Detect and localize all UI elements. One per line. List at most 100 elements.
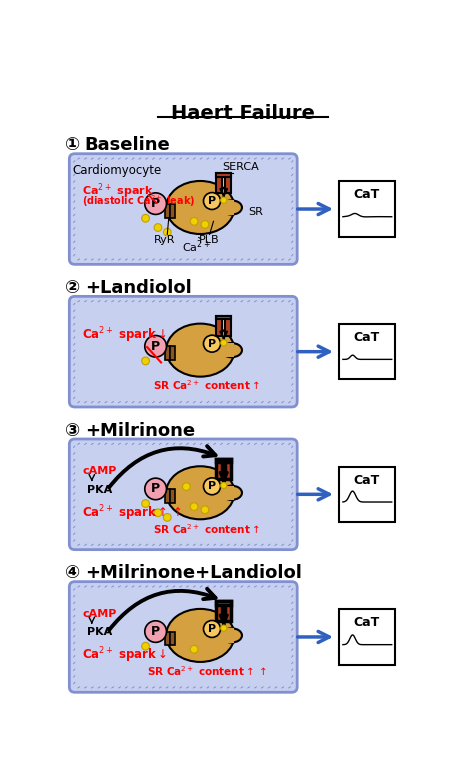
Ellipse shape bbox=[166, 181, 235, 234]
Bar bbox=[339, 182, 395, 236]
Bar bbox=[216, 601, 231, 604]
Text: PLB: PLB bbox=[199, 235, 220, 245]
Circle shape bbox=[203, 335, 220, 352]
Bar bbox=[216, 601, 222, 621]
Text: P: P bbox=[151, 340, 160, 353]
Text: Baseline: Baseline bbox=[85, 136, 171, 154]
Circle shape bbox=[204, 480, 212, 487]
Ellipse shape bbox=[166, 466, 235, 519]
Text: +Landiolol: +Landiolol bbox=[85, 279, 191, 297]
Bar bbox=[226, 601, 231, 621]
Text: CaT: CaT bbox=[354, 474, 380, 486]
FancyBboxPatch shape bbox=[69, 296, 297, 407]
Bar bbox=[216, 316, 231, 319]
Text: Ca$^{2+}$ spark: Ca$^{2+}$ spark bbox=[82, 181, 154, 200]
Text: Ca$^{2+}$ spark$\uparrow\uparrow$: Ca$^{2+}$ spark$\uparrow\uparrow$ bbox=[82, 503, 181, 522]
Circle shape bbox=[145, 335, 166, 357]
Circle shape bbox=[220, 482, 227, 489]
Text: P: P bbox=[208, 482, 216, 491]
Circle shape bbox=[203, 478, 220, 495]
Bar bbox=[170, 489, 175, 503]
Text: Ca$^{2+}$: Ca$^{2+}$ bbox=[182, 238, 211, 255]
Circle shape bbox=[201, 506, 209, 514]
Ellipse shape bbox=[221, 485, 242, 500]
Ellipse shape bbox=[221, 343, 242, 357]
Text: Ca$^{2+}$ spark$\downarrow$: Ca$^{2+}$ spark$\downarrow$ bbox=[82, 325, 167, 345]
Circle shape bbox=[142, 500, 149, 507]
Bar bbox=[226, 459, 231, 478]
Bar bbox=[170, 346, 175, 360]
Bar bbox=[165, 346, 170, 360]
Ellipse shape bbox=[221, 200, 242, 215]
Text: Haert Failure: Haert Failure bbox=[171, 104, 315, 123]
Bar bbox=[165, 632, 170, 645]
Circle shape bbox=[164, 229, 171, 236]
Bar bbox=[165, 204, 170, 218]
Ellipse shape bbox=[166, 323, 235, 377]
Circle shape bbox=[220, 197, 227, 204]
Circle shape bbox=[142, 642, 149, 650]
Text: P: P bbox=[151, 197, 160, 210]
Bar bbox=[339, 324, 395, 380]
Bar bbox=[216, 173, 222, 193]
Text: P: P bbox=[151, 625, 160, 638]
Text: Ca$^{2+}$ spark$\downarrow$: Ca$^{2+}$ spark$\downarrow$ bbox=[82, 646, 167, 666]
FancyBboxPatch shape bbox=[69, 582, 297, 692]
Circle shape bbox=[145, 621, 166, 642]
Circle shape bbox=[190, 645, 198, 653]
Text: +Milrinone+Landiolol: +Milrinone+Landiolol bbox=[85, 565, 301, 583]
Circle shape bbox=[146, 629, 153, 637]
Bar bbox=[226, 173, 231, 193]
Text: (diastolic Ca$^{2+}$ leak): (diastolic Ca$^{2+}$ leak) bbox=[82, 193, 195, 209]
Circle shape bbox=[142, 215, 149, 222]
Text: SR Ca$^{2+}$ content$\uparrow$: SR Ca$^{2+}$ content$\uparrow$ bbox=[153, 379, 260, 392]
Circle shape bbox=[220, 625, 227, 631]
Text: P: P bbox=[208, 624, 216, 634]
Text: cAMP: cAMP bbox=[82, 609, 117, 619]
FancyBboxPatch shape bbox=[69, 439, 297, 550]
Text: SR Ca$^{2+}$ content$\uparrow$: SR Ca$^{2+}$ content$\uparrow$ bbox=[153, 522, 260, 536]
Circle shape bbox=[220, 340, 227, 346]
Bar bbox=[213, 343, 234, 357]
Ellipse shape bbox=[166, 609, 235, 662]
Text: CaT: CaT bbox=[354, 331, 380, 344]
Bar bbox=[216, 316, 222, 336]
Text: ③: ③ bbox=[64, 421, 80, 439]
Circle shape bbox=[146, 485, 153, 493]
Bar bbox=[213, 200, 234, 215]
Circle shape bbox=[203, 620, 220, 637]
Text: P: P bbox=[208, 196, 216, 206]
Bar bbox=[216, 459, 231, 462]
Text: RyR: RyR bbox=[154, 235, 175, 245]
Text: SR: SR bbox=[248, 207, 263, 217]
Bar bbox=[216, 173, 231, 177]
Circle shape bbox=[154, 224, 162, 231]
Text: Cardiomyocyte: Cardiomyocyte bbox=[73, 164, 162, 177]
Circle shape bbox=[190, 218, 198, 226]
Text: CaT: CaT bbox=[354, 188, 380, 201]
Text: SR Ca$^{2+}$ content$\uparrow\uparrow$: SR Ca$^{2+}$ content$\uparrow\uparrow$ bbox=[147, 665, 266, 679]
Bar bbox=[339, 467, 395, 522]
Circle shape bbox=[142, 357, 149, 365]
Bar bbox=[213, 485, 234, 500]
Text: SERCA: SERCA bbox=[222, 163, 259, 172]
Circle shape bbox=[203, 193, 220, 210]
Text: PKA: PKA bbox=[87, 627, 112, 637]
Circle shape bbox=[148, 344, 155, 352]
Bar bbox=[339, 609, 395, 665]
Text: cAMP: cAMP bbox=[82, 466, 117, 476]
Text: PKA: PKA bbox=[87, 485, 112, 495]
Text: ④: ④ bbox=[64, 565, 80, 583]
Circle shape bbox=[182, 483, 190, 490]
Bar bbox=[216, 459, 222, 478]
Bar bbox=[170, 204, 175, 218]
Text: ②: ② bbox=[64, 279, 80, 297]
Text: ①: ① bbox=[64, 136, 80, 154]
Circle shape bbox=[164, 514, 171, 521]
Circle shape bbox=[190, 503, 198, 511]
Circle shape bbox=[146, 200, 153, 208]
Circle shape bbox=[154, 509, 162, 517]
Text: P: P bbox=[208, 339, 216, 348]
Bar bbox=[213, 628, 234, 643]
Circle shape bbox=[201, 221, 209, 229]
